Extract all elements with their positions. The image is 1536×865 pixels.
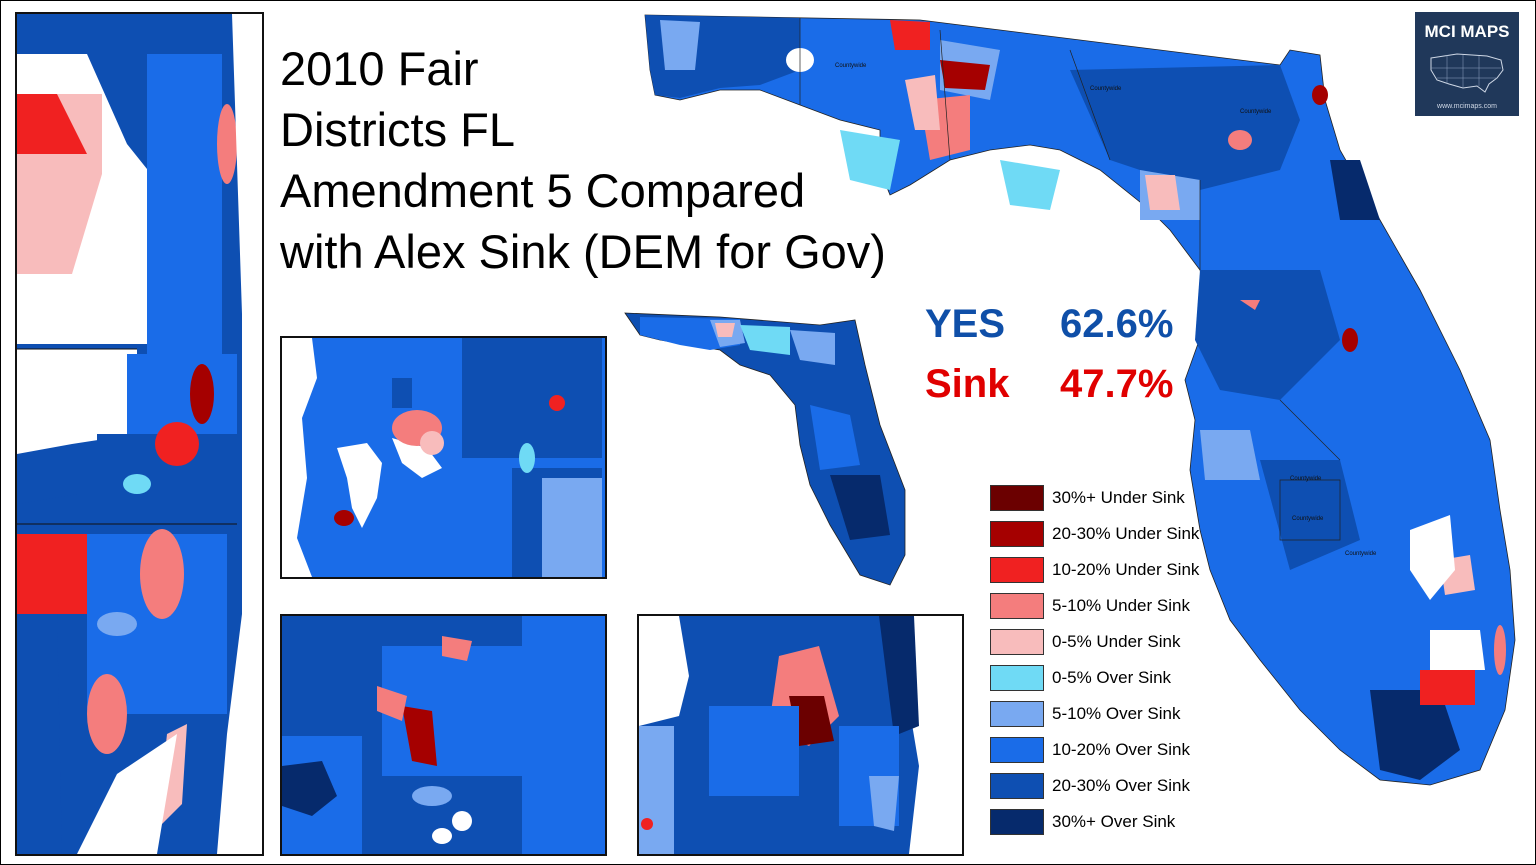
central-florida-inset-map xyxy=(280,614,607,856)
legend-swatch xyxy=(990,485,1044,511)
badge-title: MCI MAPS xyxy=(1424,22,1510,41)
legend-label: 0-5% Over Sink xyxy=(1052,668,1172,687)
statewide-overview-map xyxy=(620,305,920,590)
tampa-bay-inset-map xyxy=(280,336,607,579)
title-line-4: with Alex Sink (DEM for Gov) xyxy=(280,225,886,278)
legend-item: 5-10% Over Sink xyxy=(990,700,1181,728)
map-title: 2010 Fair Districts FL Amendment 5 Compa… xyxy=(280,38,980,282)
legend-swatch xyxy=(990,809,1044,835)
legend-item: 30%+ Over Sink xyxy=(990,808,1175,836)
countywide-label-6: Countywide xyxy=(1345,551,1377,557)
countywide-label-3: Countywide xyxy=(1240,109,1272,115)
legend-swatch xyxy=(990,701,1044,727)
legend-item: 5-10% Under Sink xyxy=(990,592,1190,620)
legend-swatch xyxy=(990,629,1044,655)
legend-item: 10-20% Over Sink xyxy=(990,736,1190,764)
southeast-coast-inset-map xyxy=(15,12,264,856)
legend-swatch xyxy=(990,737,1044,763)
legend-label: 10-20% Over Sink xyxy=(1052,740,1190,759)
countywide-label-1: Countywide xyxy=(835,63,867,69)
usa-outline-icon xyxy=(1430,53,1504,93)
legend-label: 0-5% Under Sink xyxy=(1052,632,1181,651)
jacksonville-inset-map xyxy=(637,614,964,856)
legend-swatch xyxy=(990,665,1044,691)
title-line-2: Districts FL xyxy=(280,103,515,156)
countywide-label-4: Countywide xyxy=(1290,476,1322,482)
legend-swatch xyxy=(990,521,1044,547)
legend-swatch xyxy=(990,773,1044,799)
legend-label: 5-10% Under Sink xyxy=(1052,596,1190,615)
yes-label: YES xyxy=(925,302,1006,346)
main-florida-precinct-map: Countywide Countywide Countywide Countyw… xyxy=(640,10,1520,790)
legend-item: 30%+ Under Sink xyxy=(990,484,1185,512)
legend-item: 20-30% Under Sink xyxy=(990,520,1199,548)
badge-url: www.mcimaps.com xyxy=(1437,103,1497,110)
legend-item: 0-5% Over Sink xyxy=(990,664,1171,692)
legend-swatch xyxy=(990,593,1044,619)
yes-value: 62.6% xyxy=(1060,302,1174,346)
legend-item: 0-5% Under Sink xyxy=(990,628,1181,656)
legend-label: 30%+ Under Sink xyxy=(1052,488,1185,507)
legend-item: 10-20% Under Sink xyxy=(990,556,1199,584)
legend-label: 20-30% Over Sink xyxy=(1052,776,1190,795)
legend-item: 20-30% Over Sink xyxy=(990,772,1190,800)
legend-label: 30%+ Over Sink xyxy=(1052,812,1176,831)
countywide-label-5: Countywide xyxy=(1292,516,1324,522)
title-line-3: Amendment 5 Compared xyxy=(280,164,806,217)
title-line-1: 2010 Fair xyxy=(280,42,479,95)
legend-label: 20-30% Under Sink xyxy=(1052,524,1200,543)
sink-label: Sink xyxy=(925,362,1010,406)
legend-label: 10-20% Under Sink xyxy=(1052,560,1200,579)
legend-swatch xyxy=(990,557,1044,583)
legend-label: 5-10% Over Sink xyxy=(1052,704,1181,723)
countywide-label-2: Countywide xyxy=(1090,86,1122,92)
mci-maps-logo-badge: MCI MAPS www.mcimaps.com xyxy=(1415,12,1519,116)
sink-value: 47.7% xyxy=(1060,362,1174,406)
